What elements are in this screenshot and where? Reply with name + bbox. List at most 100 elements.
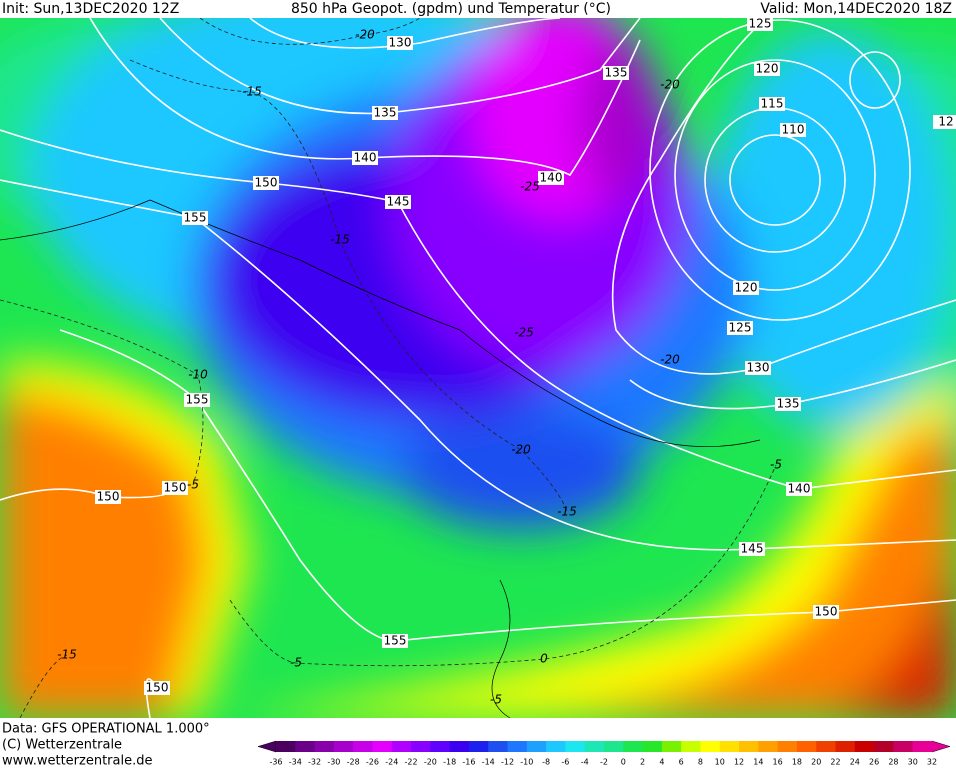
label-box	[759, 97, 785, 111]
geopotential-label: 140	[354, 151, 377, 165]
colorbar-swatch	[893, 741, 914, 752]
temperature-label: -20	[660, 78, 680, 92]
map: 1301351401501551451401351251201151101201…	[0, 17, 956, 718]
colorbar-label: 24	[850, 758, 860, 767]
temperature-label: -5	[770, 458, 782, 472]
colorbar-arrow-high	[931, 740, 951, 753]
label-box	[747, 18, 773, 31]
temperature-label: -15	[242, 85, 262, 99]
label-box	[538, 171, 564, 185]
colorbar-swatch	[276, 741, 296, 752]
label-box	[184, 393, 210, 407]
colorbar-label: 6	[679, 758, 684, 767]
colorbar-swatch	[604, 741, 624, 752]
label-box	[780, 123, 806, 137]
colorbar-label: -24	[385, 758, 398, 767]
colorbar-swatch	[739, 741, 759, 752]
colorbar: -36 -34 -32 -30 -28 -26 -24 -22 -20 -18 -16 -14 -12-…	[257, 740, 951, 767]
label-box	[352, 151, 378, 165]
temperature-label: -20	[355, 28, 375, 42]
colorbar-swatch	[700, 741, 721, 752]
geopotential-label: 125	[729, 321, 752, 335]
geopotential-label: 135	[777, 397, 800, 411]
colorbar-label: -22	[405, 758, 418, 767]
temperature-label: -20	[511, 443, 531, 457]
colorbar-label: 16	[773, 758, 783, 767]
temperature-label: 0	[540, 652, 548, 666]
temperature-field	[0, 18, 956, 718]
colorbar-swatch	[546, 741, 566, 752]
colorbar-label: -26	[366, 758, 379, 767]
data-source: Data: GFS OPERATIONAL 1.000°	[2, 722, 210, 737]
label-box	[162, 481, 188, 495]
colorbar-label: 12	[734, 758, 744, 767]
colorbar-label: 18	[792, 758, 802, 767]
colorbar-swatch	[333, 741, 354, 752]
label-box	[372, 106, 398, 120]
colorbar-swatch	[642, 741, 663, 752]
colorbar-swatch	[623, 741, 644, 752]
colorbar-label: 0	[621, 758, 626, 767]
colorbar-swatch	[835, 741, 856, 752]
website: www.wetterzentrale.de	[2, 754, 152, 769]
temperature-label: -20	[660, 353, 680, 367]
temperature-label: -25	[514, 326, 534, 340]
colorbar-label: 32	[927, 758, 937, 767]
copyright: (C) Wetterzentrale	[2, 738, 122, 753]
label-box	[385, 195, 411, 209]
colorbar-label: -34	[289, 758, 302, 767]
colorbar-label: -4	[581, 758, 589, 767]
colorbar-label: 22	[830, 758, 840, 767]
geopotential-label: 130	[389, 36, 412, 50]
colorbar-swatch	[430, 741, 451, 752]
colorbar-swatch	[565, 741, 586, 752]
label-box	[382, 634, 408, 648]
label-box	[144, 681, 170, 695]
colorbar-label: 10	[715, 758, 725, 767]
colorbar-arrow-low	[257, 740, 277, 753]
colorbar-swatch	[488, 741, 509, 752]
geopotential-label: 12	[938, 115, 953, 129]
colorbar-label: -8	[542, 758, 550, 767]
colorbar-label: -12	[501, 758, 514, 767]
colorbar-swatch	[449, 741, 470, 752]
colorbar-swatch	[391, 741, 412, 752]
temperature-label: -5	[490, 693, 502, 707]
temperature-label: -15	[57, 648, 77, 662]
label-box	[253, 176, 279, 190]
temperature-label: -15	[330, 233, 350, 247]
label-box	[786, 482, 812, 496]
map-title: 850 hPa Geopot. (gpdm) und Temperatur (°…	[291, 1, 611, 17]
temperature-label: -10	[188, 368, 208, 382]
coastlines	[0, 199, 761, 718]
label-box	[727, 321, 753, 335]
colorbar-swatch	[874, 741, 894, 752]
geopotential-label: 155	[384, 634, 407, 648]
colorbar-swatch	[295, 741, 316, 752]
temperature-labels: -20 -15 -25 -15 -25 -20 -10 -20 -15 -5 -5 -15 -5 0 -5 -…	[57, 28, 782, 707]
geopotential-label: 120	[735, 281, 758, 295]
geopotential-label: 135	[374, 106, 397, 120]
geopotential-label: 150	[255, 176, 278, 190]
colorbar-label: -36	[269, 758, 282, 767]
colorbar-label: -6	[561, 758, 569, 767]
label-box	[95, 490, 121, 504]
colorbar-label: 2	[640, 758, 645, 767]
label-box	[182, 211, 208, 225]
geopotential-label: 115	[761, 97, 784, 111]
colorbar-swatch	[854, 741, 875, 752]
label-box	[745, 361, 771, 375]
colorbar-label: 26	[869, 758, 879, 767]
geopotential-label: 110	[782, 123, 805, 137]
geopotential-label: 125	[749, 17, 772, 31]
colorbar-swatch	[796, 741, 817, 752]
temperature-contours	[0, 18, 777, 718]
geopotential-label: 140	[788, 482, 811, 496]
colorbar-label: -28	[347, 758, 360, 767]
geopotential-label: 135	[605, 66, 628, 80]
colorbar-label: -30	[327, 758, 340, 767]
colorbar-label: -32	[308, 758, 321, 767]
colorbar-swatch	[314, 741, 335, 752]
colorbar-swatch	[353, 741, 373, 752]
